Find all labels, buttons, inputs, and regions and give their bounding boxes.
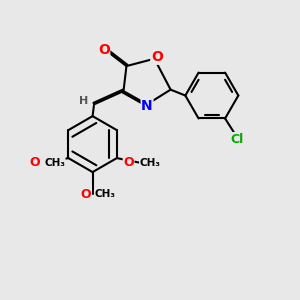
Text: N: N bbox=[141, 99, 153, 113]
Text: O: O bbox=[98, 43, 110, 57]
Text: O: O bbox=[123, 156, 134, 169]
Text: O: O bbox=[151, 50, 163, 64]
Text: CH₃: CH₃ bbox=[44, 158, 65, 167]
Text: H: H bbox=[79, 96, 88, 106]
Text: CH₃: CH₃ bbox=[94, 189, 116, 199]
Text: Cl: Cl bbox=[230, 133, 244, 146]
Text: O: O bbox=[30, 156, 40, 169]
Text: O: O bbox=[81, 188, 92, 201]
Text: CH₃: CH₃ bbox=[140, 158, 160, 167]
